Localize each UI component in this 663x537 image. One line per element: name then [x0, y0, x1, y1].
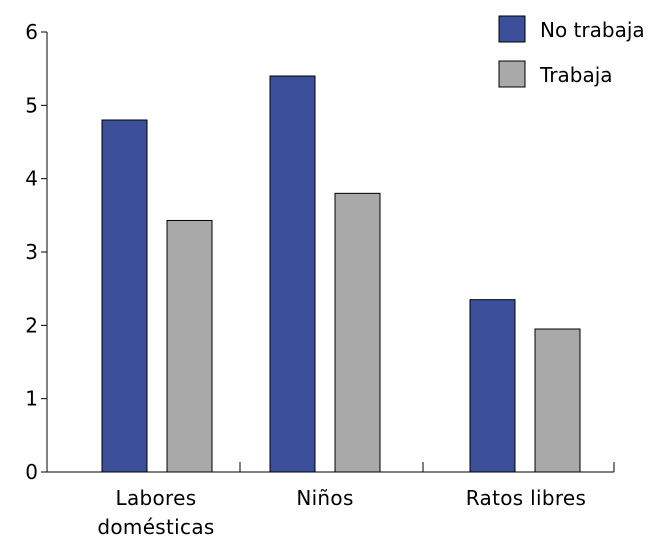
legend: No trabaja Trabaja [498, 15, 645, 88]
y-tick-label-6: 6 [25, 20, 38, 44]
x-tick-label-2: Ratos libres [466, 486, 587, 510]
x-tick-label-line: Ratos libres [466, 486, 587, 510]
y-tick-label-3: 3 [25, 240, 38, 264]
legend-label-0: No trabaja [540, 18, 645, 42]
bar-series1-cat2 [534, 328, 581, 473]
bar-series0-cat2 [469, 299, 516, 473]
legend-swatch-0 [498, 15, 526, 43]
bar-series0-cat1 [269, 75, 316, 473]
legend-label-1: Trabaja [539, 63, 613, 87]
x-tick-label-line: Labores [116, 486, 197, 510]
bar-series1-cat0 [166, 219, 213, 473]
x-tick-label-line: Niños [296, 486, 353, 510]
y-tick-label-5: 5 [25, 93, 38, 117]
y-tick-label-2: 2 [25, 313, 38, 337]
bars [101, 75, 581, 473]
x-axis: Labores domésticas Niños Ratos libres [47, 462, 615, 537]
y-tick-label-0: 0 [25, 460, 38, 484]
x-tick-label-0: Labores domésticas [97, 486, 214, 537]
x-tick-label-line: domésticas [97, 515, 214, 537]
y-tick-label-1: 1 [25, 387, 38, 411]
bar-series0-cat0 [101, 119, 148, 473]
y-axis: 0 1 2 3 4 5 6 [25, 20, 48, 484]
bar-series1-cat1 [334, 192, 381, 473]
legend-swatch-1 [498, 60, 526, 88]
x-tick-label-1: Niños [296, 486, 353, 510]
y-tick-label-4: 4 [25, 167, 38, 191]
